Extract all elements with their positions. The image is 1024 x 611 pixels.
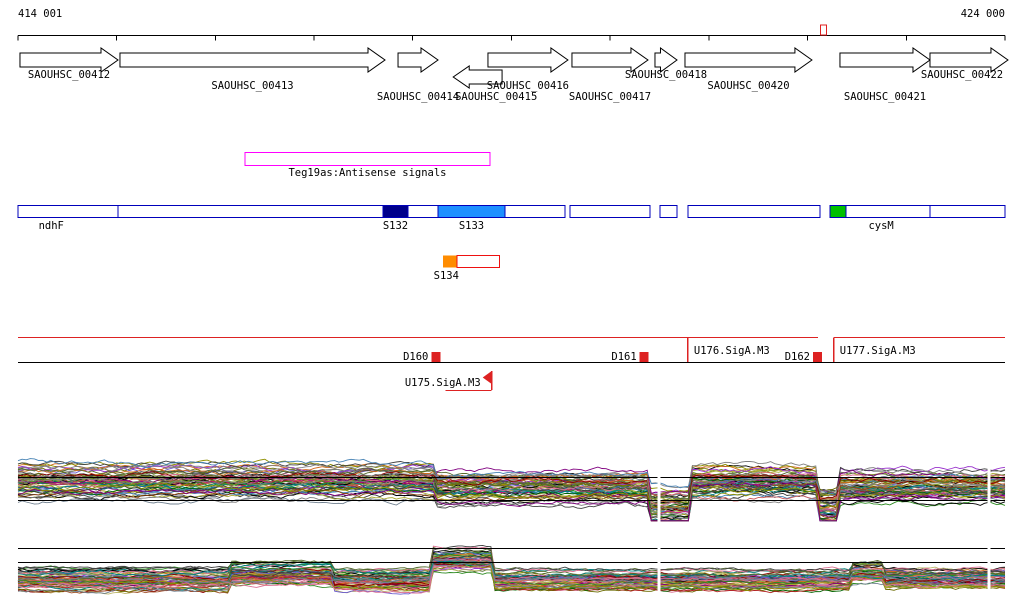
- gene-arrow-saouhsc-00422[interactable]: [929, 47, 1009, 73]
- srna-s134-label: S134: [434, 270, 459, 282]
- promoter-label-u176-siga-m3: U176.SigA.M3: [694, 345, 770, 357]
- coverage-gap: [987, 539, 991, 603]
- expression-series: [17, 472, 1006, 511]
- promoter-label-u177-siga-m3: U177.SigA.M3: [840, 345, 916, 357]
- terminator-mark-d161[interactable]: [639, 352, 649, 362]
- expression-series: [17, 558, 1006, 594]
- expression-series: [17, 560, 1006, 579]
- terminator-label-d162: D162: [785, 351, 810, 363]
- expression-series: [17, 563, 1006, 585]
- gene-arrow-saouhsc-00412[interactable]: [19, 47, 119, 73]
- gene-arrow-saouhsc-00414[interactable]: [397, 47, 439, 73]
- gene-arrow-saouhsc-00418[interactable]: [654, 47, 678, 73]
- expression-series: [17, 544, 1006, 583]
- region-start-coordinate: 414 001: [18, 8, 63, 20]
- transcript-segment-s132[interactable]: [382, 205, 409, 218]
- transcript-track: S132 S133 ndhF cysM: [17, 205, 1006, 232]
- gene-label-saouhsc-00422: SAOUHSC_00422: [921, 69, 1003, 81]
- gene-arrow-saouhsc-00413[interactable]: [119, 47, 386, 73]
- expression-series: [17, 471, 1006, 512]
- expression-series: [17, 482, 1006, 509]
- expression-series: [17, 555, 1006, 580]
- gene-arrow-saouhsc-00421[interactable]: [839, 47, 931, 73]
- expression-panel-forward: [17, 451, 1006, 522]
- gene-arrow-saouhsc-00420[interactable]: [684, 47, 813, 73]
- coverage-gap: [657, 451, 661, 522]
- expression-panel-reverse: [17, 539, 1006, 603]
- terminator-label-d160: D160: [403, 351, 428, 363]
- gene-arrow-saouhsc-00415[interactable]: [452, 65, 503, 89]
- transcript-segment-s133[interactable]: [437, 205, 506, 218]
- expression-series: [17, 545, 1006, 575]
- expression-series: [17, 482, 1006, 522]
- gene-label-saouhsc-00417: SAOUHSC_00417: [569, 91, 651, 103]
- gene-track: SAOUHSC_00412SAOUHSC_00413SAOUHSC_00414S…: [19, 47, 1009, 103]
- signal-track: U176.SigA.M3 U177.SigA.M3 D160 D161 D162 U175…: [18, 337, 1005, 392]
- expression-series: [17, 557, 1006, 590]
- gene-label-saouhsc-00421: SAOUHSC_00421: [844, 91, 926, 103]
- position-cursor[interactable]: [819, 24, 828, 36]
- transcript-segment-cysm-leader[interactable]: [829, 205, 847, 218]
- gene-label-saouhsc-00414: SAOUHSC_00414: [377, 91, 459, 103]
- transcript-box-3[interactable]: [687, 205, 821, 218]
- terminator-mark-d160[interactable]: [431, 352, 441, 362]
- segment-label-s132: S132: [383, 220, 408, 232]
- region-end-coordinate: 424 000: [960, 8, 1005, 20]
- promoter-label-u175-siga-m3: U175.SigA.M3: [405, 377, 481, 389]
- gene-arrow-saouhsc-00416[interactable]: [487, 47, 569, 73]
- gene-label-saouhsc-00416: SAOUHSC_00416: [487, 80, 569, 92]
- gene-label-saouhsc-00412: SAOUHSC_00412: [28, 69, 110, 81]
- coverage-gap: [987, 451, 991, 522]
- transcript-label-ndhf: ndhF: [39, 220, 64, 232]
- transcript-box-4[interactable]: [829, 205, 1006, 218]
- segment-label-s133: S133: [459, 220, 484, 232]
- expression-series: [17, 483, 1006, 518]
- expression-series: [17, 477, 1006, 520]
- transcript-box-2[interactable]: [659, 205, 678, 218]
- gene-label-saouhsc-00415: SAOUHSC_00415: [455, 91, 537, 103]
- gene-label-saouhsc-00418: SAOUHSC_00418: [625, 69, 707, 81]
- srna-s134-core[interactable]: [443, 255, 457, 268]
- terminator-mark-d162[interactable]: [813, 352, 822, 362]
- expression-series: [17, 546, 1006, 583]
- promoter-flag-u175-siga-m3[interactable]: [482, 371, 492, 384]
- ruler: [17, 24, 1006, 41]
- coverage-gap: [657, 539, 661, 603]
- expression-series: [17, 460, 1006, 504]
- terminator-label-d161: D161: [611, 351, 636, 363]
- expression-series: [17, 565, 1006, 592]
- transcript-box-0[interactable]: [17, 205, 566, 218]
- expression-series: [17, 481, 1006, 522]
- expression-series: [17, 466, 1006, 494]
- expression-series: [17, 550, 1006, 578]
- transcript-label-cysm: cysM: [868, 220, 893, 232]
- gene-label-saouhsc-00420: SAOUHSC_00420: [707, 80, 789, 92]
- gene-label-saouhsc-00413: SAOUHSC_00413: [211, 80, 293, 92]
- antisense-box-teg19as[interactable]: [244, 152, 491, 166]
- gene-arrow-saouhsc-00417[interactable]: [571, 47, 649, 73]
- antisense-label: Teg19as:Antisense signals: [288, 167, 446, 179]
- expression-series: [17, 564, 1006, 594]
- transcript-box-1[interactable]: [569, 205, 651, 218]
- antisense-track: Teg19as:Antisense signals: [244, 152, 491, 179]
- srna-s134-track: S134: [434, 255, 501, 282]
- srna-s134-extension[interactable]: [456, 255, 501, 268]
